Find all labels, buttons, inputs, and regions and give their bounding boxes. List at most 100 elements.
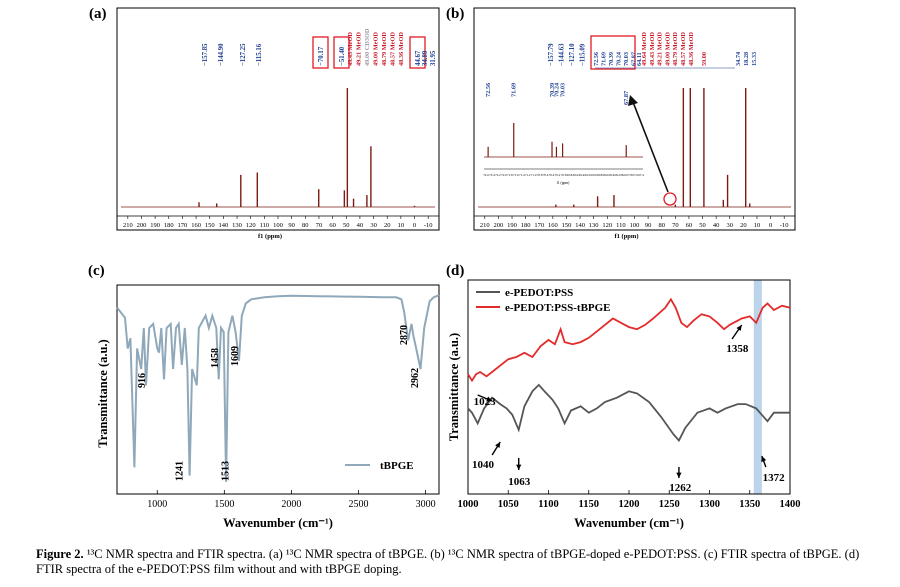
inset-tick-label: 70.8 (537, 173, 543, 177)
x-tick-label: 190 (507, 222, 517, 229)
ftir-peak-label: 916 (137, 373, 148, 388)
x-tick-label: 110 (260, 222, 270, 229)
inset-tick-label: 70.4 (549, 173, 555, 177)
solvent-peak-label: 48.57 MeOD (680, 32, 687, 66)
figure-canvas: (a)210 200 190 180 170 160 150 140 130 120 110 100 9… (88, 6, 801, 530)
solvent-peak-label: 48.79 MeOD (672, 32, 679, 66)
nmr-panel-b: (b)210 200 190 180 170 160 150 140 130 120 110 100 9… (446, 6, 796, 240)
legend-label: tBPGE (380, 460, 414, 472)
inset-tick-label: 69.2 (585, 173, 591, 177)
inset-tick-label: 72.0 (501, 173, 507, 177)
ftir-peak-label: 1262 (669, 482, 692, 494)
x-tick-label: 120 (246, 222, 256, 229)
solvent-peak-label: 48.57 MeOD (390, 32, 397, 66)
zoom-circle (663, 192, 677, 206)
solvent-peak-label: 49.43 MeOD (347, 32, 354, 66)
x-tick-label: 210 (123, 222, 133, 229)
solvent-peak-label: 49.00 MeOD (373, 32, 380, 66)
x-tick-label: 1050 (498, 499, 519, 510)
ftir-panel-d: (d) 1000 1050 1100 1150 1200 1250 1300 1350 1400 W… (446, 263, 801, 530)
inset-tick-label: 72.6 (483, 173, 489, 177)
legend-label: e-PEDOT:PSS-tBPGE (505, 302, 611, 314)
inset-peak-label: 71.69 (511, 83, 518, 97)
inset-peak-label: 67.87 (623, 91, 630, 105)
boxed-peak-label: 71.69 (601, 52, 608, 66)
x-tick-label: 80 (658, 222, 665, 229)
ftir-peak-label: 1358 (726, 343, 749, 355)
x-tick-label: 2500 (349, 499, 369, 510)
x-tick-label: 140 (219, 222, 229, 229)
ftir-peak-label: 1372 (763, 472, 786, 484)
inset-tick-label: 67.6 (632, 173, 638, 177)
solvent-peak-label: 49.21 MeOD (356, 32, 363, 66)
x-tick-label: 60 (329, 222, 336, 229)
x-tick-label: 80 (302, 222, 309, 229)
inset-tick-label: 68.6 (602, 173, 608, 177)
x-tick-label: 1300 (699, 499, 720, 510)
x-tick-label: 90 (645, 222, 652, 229)
x-axis-label: f1 (ppm) (614, 233, 638, 240)
inset-tick-label: 68.8 (596, 173, 602, 177)
x-tick-label: 10 (754, 222, 761, 229)
boxed-peak-label: 70.39 (608, 52, 615, 66)
panel-label: (b) (446, 6, 464, 22)
blue-peak-label: 15.33 (751, 52, 758, 66)
boxed-peak-label: 67.87 (631, 52, 638, 66)
x-tick-label: 100 (273, 222, 283, 229)
panel-frame (116, 284, 440, 495)
blue-peak-label: −115.16 (256, 43, 263, 66)
x-tick-label: 170 (178, 222, 188, 229)
inset-peak-label: 70.39 (549, 83, 556, 97)
x-tick-label: 210 (480, 222, 490, 229)
x-tick-label: 120 (602, 222, 612, 229)
panel-label: (d) (446, 263, 464, 279)
inset-peak-label: 70.24 (553, 82, 560, 97)
x-tick-label: 0 (769, 222, 772, 229)
blue-peak-label: −144.63 (559, 43, 566, 66)
inset-tick-label: 71.2 (525, 173, 531, 177)
blue-peak-label: 34.74 (735, 51, 742, 66)
x-tick-label: 1100 (538, 499, 558, 510)
solvent-peak-label: 49.64 MeOD (641, 32, 648, 66)
blue-peak-label: −115.09 (580, 43, 587, 66)
inset-tick-label: 67.8 (626, 173, 632, 177)
boxed-peak-label: 70.03 (623, 52, 630, 66)
blue-peak-label: −127.25 (240, 43, 247, 66)
x-tick-label: 2000 (281, 499, 301, 510)
figure-caption: Figure 2. ¹³C NMR spectra and FTIR spect… (36, 547, 886, 577)
ftir-peak-label: 2962 (410, 368, 421, 388)
solvent-peak-label: 49.00 MeOD (664, 32, 671, 66)
annotation-arrow-head (736, 325, 742, 331)
boxed-peak-label: −70.17 (318, 46, 325, 66)
inset-tick-label: 70.0 (561, 173, 567, 177)
x-tick-label: 60 (686, 222, 693, 229)
x-tick-label: -10 (780, 222, 789, 229)
boxed-peak-label: 72.56 (593, 52, 600, 66)
x-tick-label: 1150 (579, 499, 599, 510)
zoom-arrow (632, 101, 669, 193)
ftir-peak-label: 2870 (399, 325, 410, 345)
blue-peak-label: 31.95 (430, 50, 437, 66)
x-tick-label: 1000 (147, 499, 167, 510)
inset-tick-label: 72.2 (495, 173, 501, 177)
ftir-series-line (116, 294, 440, 482)
x-tick-label: 160 (191, 222, 201, 229)
inset-tick-label: 71.6 (513, 173, 519, 177)
highlight-box (409, 36, 426, 69)
legend-label: e-PEDOT:PSS (505, 287, 573, 299)
x-tick-label: 140 (575, 222, 585, 229)
panel-frame (116, 7, 440, 231)
ftir-peak-label: 1040 (472, 459, 495, 471)
highlight-box (333, 36, 350, 69)
x-axis-label: Wavenumber (cm⁻¹) (574, 516, 684, 530)
x-tick-label: 50 (699, 222, 706, 229)
x-tick-label: 160 (548, 222, 558, 229)
x-tick-label: 20 (740, 222, 747, 229)
ftir-peak-label: 1063 (508, 476, 531, 488)
x-tick-label: 30 (727, 222, 734, 229)
solvent-peak-label: 48.79 MeOD (381, 32, 388, 66)
x-tick-label: 70 (672, 222, 679, 229)
nmr-panel-a: (a)210 200 190 180 170 160 150 140 130 120 110 100 9… (89, 6, 440, 240)
caption-label: Figure 2. (36, 547, 84, 561)
